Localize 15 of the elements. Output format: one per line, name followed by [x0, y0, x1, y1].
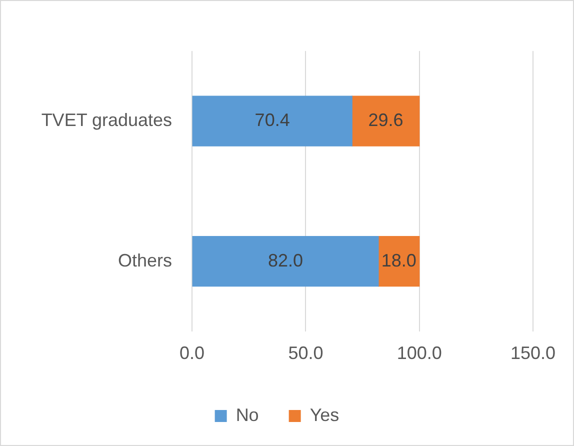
x-tick-label: 50.0: [288, 343, 324, 364]
x-tick-label: 150.0: [510, 343, 556, 364]
y-tick-label: TVET graduates: [41, 110, 172, 130]
legend-label: Yes: [310, 404, 340, 425]
data-label: 18.0: [381, 250, 416, 270]
x-tick-label: 100.0: [396, 343, 442, 364]
y-tick-label: Others: [118, 250, 172, 270]
x-tick-label: 0.0: [180, 343, 205, 364]
bar: [352, 96, 420, 146]
data-label: 70.4: [254, 110, 290, 130]
data-label: 82.0: [268, 250, 304, 270]
data-label: 29.6: [368, 110, 404, 130]
bar: [192, 236, 379, 287]
legend-label: No: [236, 404, 259, 425]
bar: [192, 96, 352, 146]
